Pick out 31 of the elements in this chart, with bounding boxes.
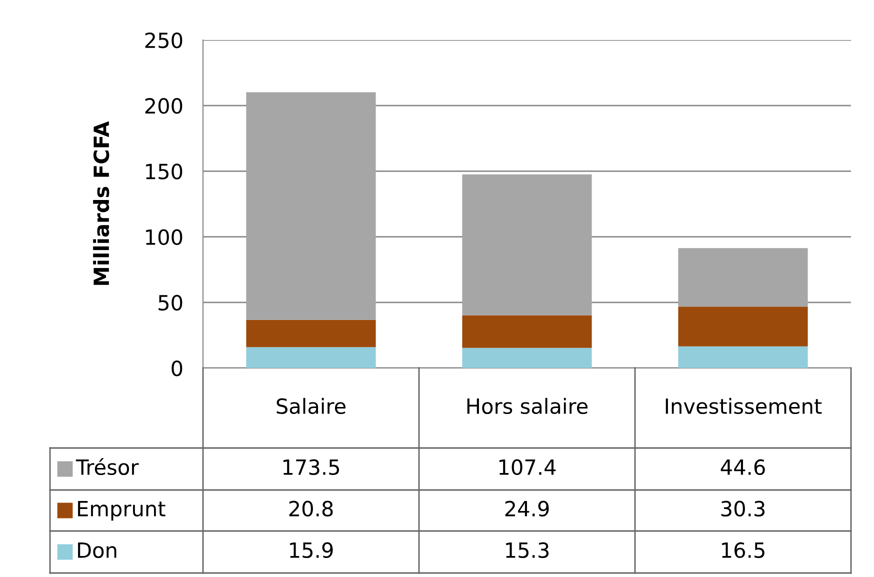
bar <box>678 248 808 307</box>
bar <box>462 174 592 316</box>
y-tick-label: 0 <box>172 360 182 376</box>
data-label: 24.9 <box>505 500 549 517</box>
data-label: 20.8 <box>289 500 333 517</box>
x-tick-label: Salaire <box>276 398 346 414</box>
data-label: 107.4 <box>499 459 556 476</box>
x-tick-label: Hors salaire <box>467 398 588 414</box>
x-tick-label: Investissement <box>666 398 822 414</box>
bar <box>678 346 808 368</box>
data-label: 30.3 <box>721 500 765 517</box>
y-tick-label: 50 <box>158 294 182 311</box>
y-tick-label: 200 <box>145 98 182 114</box>
y-tick-label: 100 <box>146 229 182 246</box>
data-label: 173.5 <box>283 459 339 476</box>
legend-label: Don <box>78 542 116 558</box>
bar <box>246 347 376 368</box>
data-label: 16.5 <box>722 542 764 558</box>
bar <box>678 306 808 346</box>
y-tick-label: 250 <box>145 32 182 48</box>
y-axis-title: Milliards FCFA <box>93 121 110 285</box>
data-label: 15.9 <box>290 542 333 558</box>
bar <box>246 92 376 320</box>
data-label: 44.6 <box>720 459 765 476</box>
data-label: 15.3 <box>506 542 549 558</box>
bar <box>462 315 592 348</box>
legend-label: Trésor <box>76 458 139 476</box>
bar <box>246 320 376 348</box>
y-tick-label: 150 <box>146 164 182 180</box>
legend-label: Emprunt <box>78 501 166 521</box>
bar <box>462 348 592 368</box>
